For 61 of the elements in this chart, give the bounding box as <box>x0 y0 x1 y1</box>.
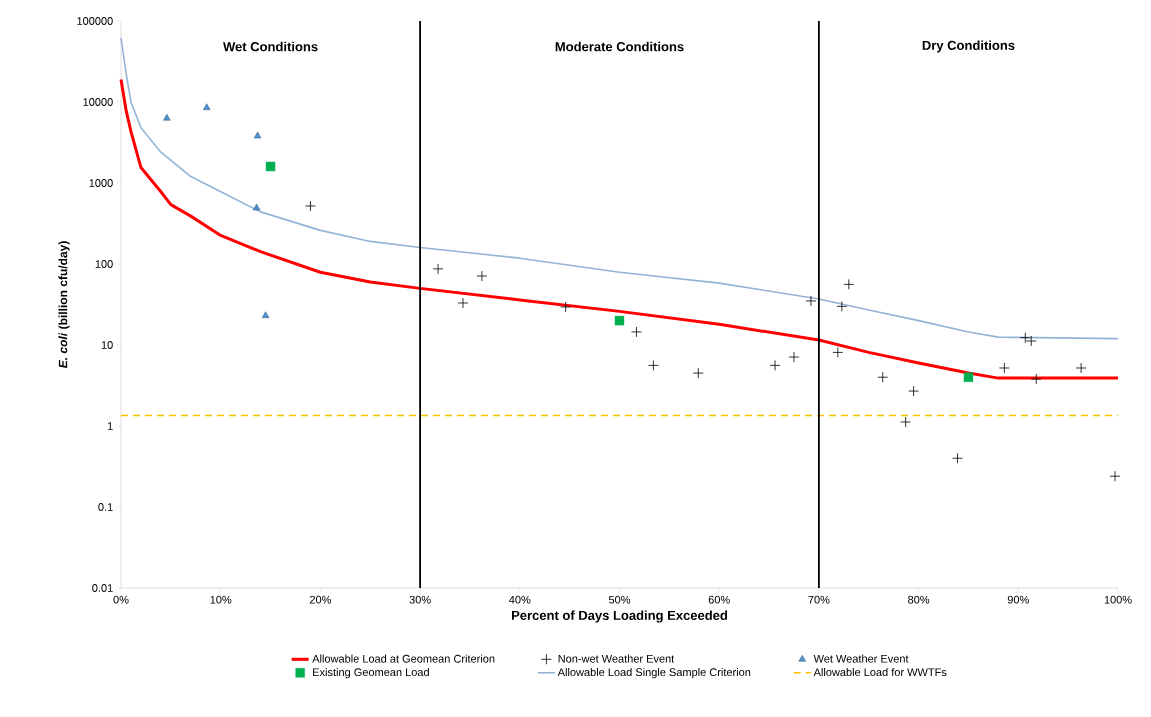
x-tick-label: 50% <box>608 595 631 604</box>
y-tick-label: 10 <box>101 341 113 349</box>
legend-label: Allowable Load Single Sample Criterion <box>557 668 751 679</box>
point <box>457 297 469 309</box>
annotation: Wet Conditions <box>223 41 318 52</box>
y-tick-label: 100000 <box>77 17 113 25</box>
legend-label: Wet Weather Event <box>813 654 909 663</box>
point <box>952 452 963 464</box>
x-tick-label: 80% <box>908 595 930 604</box>
x-axis-title: Percent of Days Loading Exceeded <box>512 610 727 623</box>
point <box>648 359 659 371</box>
point <box>805 295 817 307</box>
x-tick-label: 70% <box>808 595 830 604</box>
point <box>963 372 974 382</box>
point <box>1030 373 1042 385</box>
point <box>832 347 844 358</box>
point <box>1109 470 1121 482</box>
x-tick-label: 0% <box>113 595 129 604</box>
point <box>253 131 262 139</box>
point <box>631 326 642 338</box>
point <box>788 351 800 363</box>
x-tick-label: 20% <box>309 595 332 604</box>
point <box>877 371 889 383</box>
point <box>261 311 270 318</box>
x-tick-label: 90% <box>1007 595 1029 604</box>
legend-label: Allowable Load for WWTFs <box>813 668 947 677</box>
point <box>432 263 444 275</box>
point <box>908 385 920 397</box>
point <box>252 203 261 211</box>
annotation: Dry Conditions <box>922 40 1015 53</box>
point <box>692 367 704 379</box>
y-tick-label: 10000 <box>83 98 113 106</box>
point <box>163 114 171 121</box>
y-tick-label: 100 <box>95 260 113 268</box>
point <box>614 315 625 326</box>
x-tick-label: 10% <box>210 595 232 604</box>
point <box>843 278 855 290</box>
x-tick-label: 100% <box>1104 595 1132 604</box>
point <box>1075 362 1087 374</box>
point <box>265 161 276 172</box>
legend-label: Non-wet Weather Event <box>558 654 675 663</box>
line-series <box>120 37 1119 340</box>
y-tick-label: 1000 <box>89 179 113 187</box>
point <box>560 301 572 313</box>
point <box>998 362 1010 374</box>
point <box>769 359 781 371</box>
y-tick-label: 0.01 <box>92 584 113 592</box>
annotation: Moderate Conditions <box>555 41 684 52</box>
legend-label: Existing Geomean Load <box>313 668 429 679</box>
point <box>476 270 488 282</box>
x-tick-label: 60% <box>708 595 730 604</box>
legend-label: Allowable Load at Geomean Criterion <box>312 654 495 663</box>
point <box>836 300 848 312</box>
point <box>203 103 211 110</box>
point <box>900 416 912 428</box>
point <box>305 200 316 212</box>
y-tick-label: 0.1 <box>98 503 113 511</box>
x-tick-label: 30% <box>409 595 431 604</box>
y-tick-label: 1 <box>107 422 113 430</box>
y-axis-title: E. coli (billion cfu/day) <box>58 241 70 369</box>
x-tick-label: 40% <box>509 595 531 604</box>
